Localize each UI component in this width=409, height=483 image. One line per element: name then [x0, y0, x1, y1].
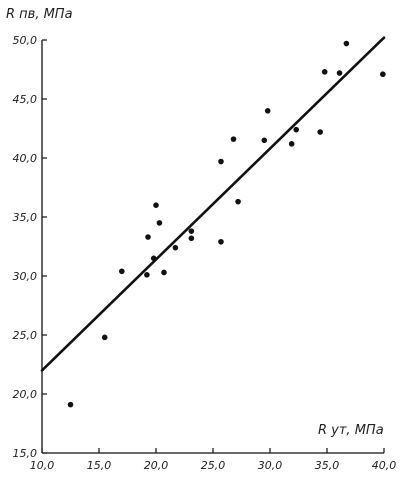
y-tick-label: 50,0	[13, 34, 38, 47]
data-point	[230, 136, 237, 142]
y-tick-label: 15,0	[13, 447, 38, 460]
data-point	[67, 401, 74, 408]
data-point	[172, 244, 179, 251]
data-point	[218, 158, 224, 165]
data-point	[321, 69, 328, 75]
y-axis-label: R пв, МПа	[6, 7, 73, 22]
y-tick-label: 40,0	[13, 152, 38, 165]
data-point	[119, 268, 125, 275]
data-point	[188, 228, 195, 234]
regression-line	[40, 36, 386, 372]
data-point	[336, 70, 343, 76]
data-point	[264, 108, 271, 114]
data-point	[343, 40, 350, 47]
regression-line-group	[40, 36, 386, 372]
x-tick-label: 25,0	[201, 459, 226, 472]
data-point	[161, 269, 167, 276]
y-tick-label: 25,0	[13, 329, 38, 342]
data-point	[380, 71, 386, 78]
x-axis-label: R ут, МПа	[318, 423, 384, 438]
data-point	[144, 272, 150, 278]
data-point	[150, 255, 157, 262]
x-tick-label: 15,0	[87, 459, 112, 472]
data-point	[188, 235, 195, 242]
x-tick-label: 30,0	[258, 459, 283, 472]
y-tick-label: 45,0	[13, 93, 38, 106]
data-point	[101, 334, 108, 341]
data-point	[317, 129, 323, 135]
data-point	[145, 234, 151, 240]
x-tick-label: 20,0	[144, 459, 169, 472]
data-point	[235, 198, 241, 205]
plot-area: 10,0 15,0 20,0 25,0 30,0 35,0 40,0 15,020,025,…	[13, 34, 397, 472]
data-point	[156, 220, 163, 226]
x-tick-label: 40,0	[372, 459, 397, 472]
data-points	[67, 40, 386, 408]
data-point	[153, 202, 159, 208]
data-point	[293, 126, 300, 133]
data-point	[218, 238, 224, 245]
data-point	[288, 141, 295, 147]
x-axis-ticks: 10,0 15,0 20,0 25,0 30,0 35,0 40,0	[30, 448, 397, 472]
y-tick-label: 30,0	[13, 270, 38, 283]
x-tick-label: 35,0	[315, 459, 340, 472]
y-axis-ticks: 15,0 20,0 25,0 30,0 35,0 40,0 45,0 50,0	[13, 34, 47, 460]
y-tick-label: 35,0	[13, 211, 38, 224]
x-tick-label: 10,0	[30, 459, 55, 472]
y-tick-label: 20,0	[13, 388, 38, 401]
data-point	[261, 137, 268, 144]
